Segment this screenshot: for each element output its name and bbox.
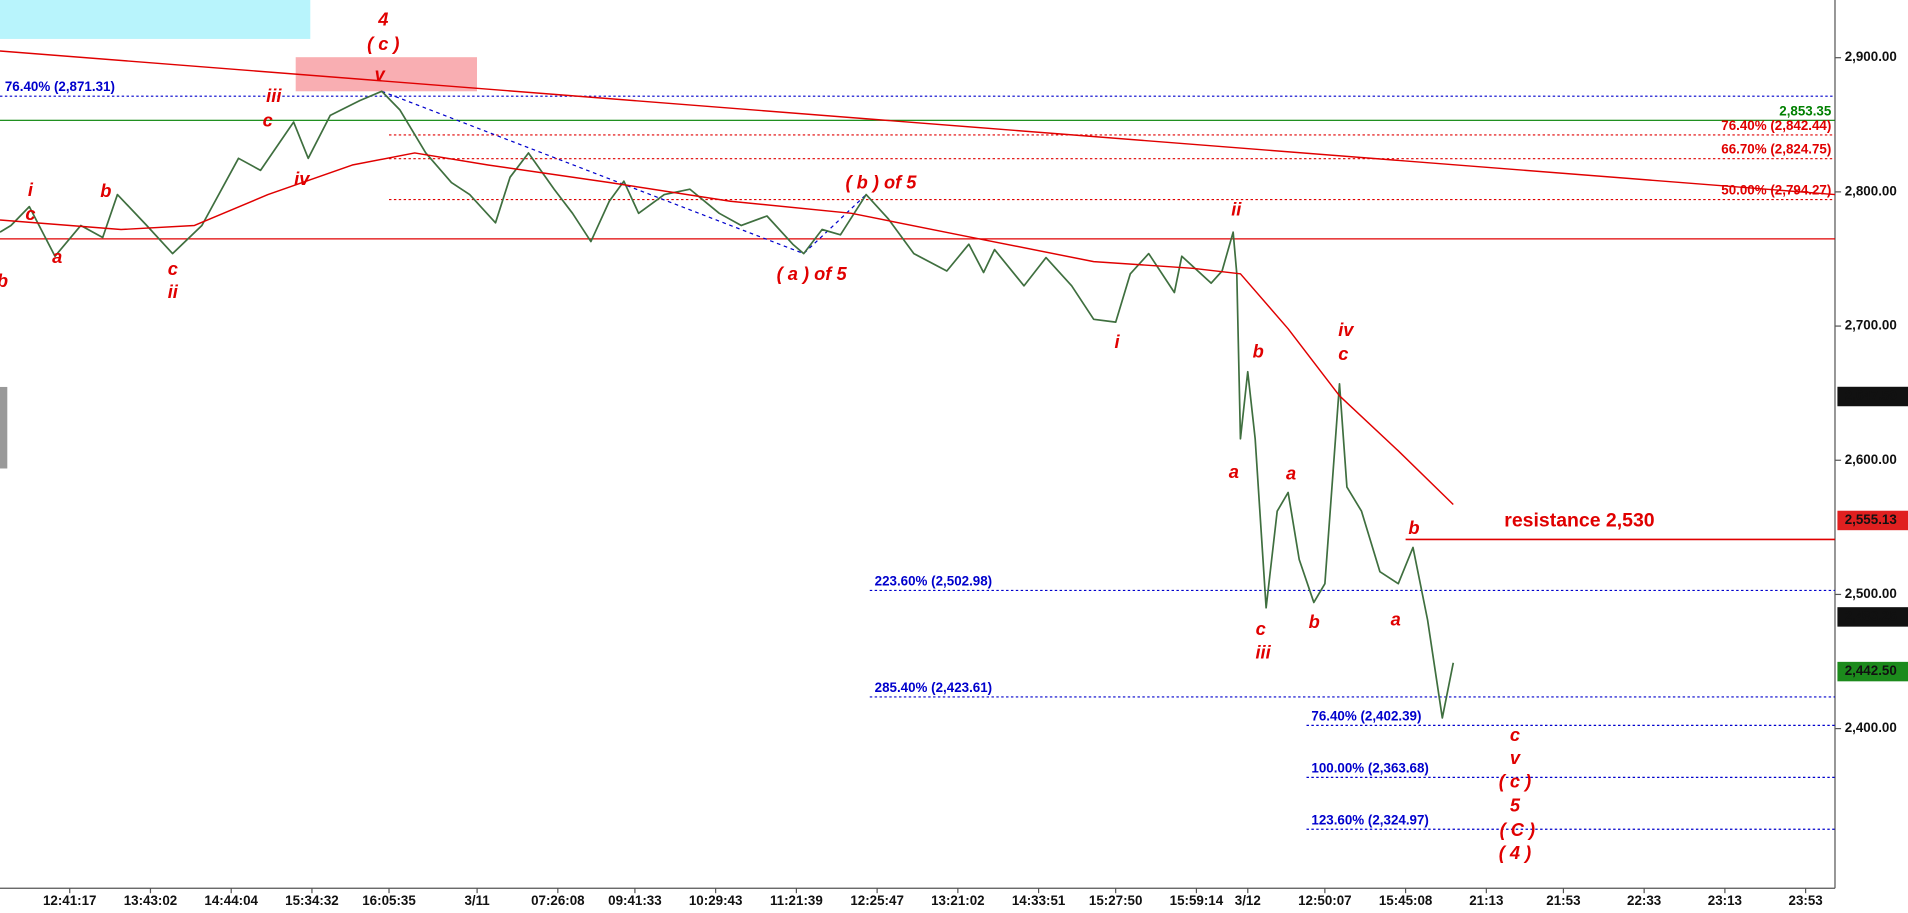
wave-label: c [1256, 618, 1266, 639]
wave-label: b [100, 180, 111, 201]
x-tick-label: 3/11 [464, 893, 490, 908]
wave-label: iii [266, 85, 282, 106]
x-tick-label: 15:34:32 [285, 893, 339, 908]
level-label: 76.40% (2,402.39) [1311, 708, 1421, 723]
wave-label: ( c ) [367, 33, 399, 54]
y-tick-label: 2,500.00 [1845, 586, 1897, 601]
x-tick-label: 07:26:08 [531, 893, 585, 908]
resistance-label: resistance 2,530 [1504, 509, 1655, 531]
level-label: 285.40% (2,423.61) [875, 680, 992, 695]
price-line [0, 90, 1455, 719]
wave-label: c [1338, 343, 1348, 364]
wave-label: ( 4 ) [1499, 842, 1531, 863]
level-label: 76.40% (2,871.31) [5, 79, 115, 94]
x-tick-label: 12:25:47 [850, 893, 904, 908]
x-tick-label: 21:13 [1469, 893, 1503, 908]
level-label: 123.60% (2,324.97) [1311, 812, 1429, 827]
x-tick-label: 23:13 [1708, 893, 1742, 908]
wave-label: c [168, 258, 178, 279]
side-tab[interactable] [0, 386, 8, 469]
level-label: 223.60% (2,502.98) [875, 573, 992, 588]
swing-line [381, 90, 867, 255]
wave-label: a [1286, 462, 1296, 483]
wave-label: a [1391, 608, 1401, 629]
x-tick-label: 15:45:08 [1379, 893, 1433, 908]
price-tag-label: 2,647.50 [1845, 388, 1897, 403]
wave-label: 5 [1510, 795, 1521, 816]
wave-label: c [25, 203, 35, 224]
wave-label: ( c ) [1499, 770, 1531, 791]
price-tag-label: 2,483.25 [1845, 608, 1898, 623]
wave-label: a [1229, 461, 1239, 482]
x-tick-label: 14:44:04 [204, 893, 258, 908]
level-label: 100.00% (2,363.68) [1311, 760, 1429, 775]
x-tick-label: 15:59:14 [1170, 893, 1224, 908]
wave-label: b [0, 270, 8, 291]
x-tick-label: 09:41:33 [608, 893, 662, 908]
level-label: 2,853.35 [1779, 103, 1832, 118]
y-tick-label: 2,800.00 [1845, 183, 1897, 198]
moving-average [0, 152, 1454, 506]
level-label: 66.70% (2,824.75) [1721, 142, 1831, 157]
y-tick-label: 2,700.00 [1845, 318, 1897, 333]
price-tag-label: 2,555.13 [1845, 512, 1897, 527]
level-label: 76.40% (2,842.44) [1721, 118, 1831, 133]
x-tick-label: 15:27:50 [1089, 893, 1143, 908]
x-tick-label: 21:53 [1546, 893, 1580, 908]
x-tick-label: 22:33 [1627, 893, 1661, 908]
x-tick-label: 16:05:35 [362, 893, 416, 908]
price-tag [1837, 386, 1908, 407]
y-tick-label: 2,600.00 [1845, 452, 1897, 467]
price-tag [1837, 607, 1908, 627]
x-tick-label: 23:53 [1789, 893, 1823, 908]
x-tick-label: 3/12 [1235, 893, 1261, 908]
wave-label: i [28, 179, 34, 200]
x-tick-label: 14:33:51 [1012, 893, 1066, 908]
price-tag-label: 2,442.50 [1845, 663, 1897, 678]
trendline [0, 50, 1836, 196]
x-tick-label: 12:41:17 [43, 893, 97, 908]
wave-label: ( C ) [1500, 819, 1535, 840]
y-tick-label: 2,900.00 [1845, 49, 1897, 64]
x-tick-label: 10:29:43 [689, 893, 743, 908]
x-tick-label: 12:50:07 [1298, 893, 1352, 908]
wave-label: ( a ) of 5 [777, 263, 848, 284]
wave-label: 4 [377, 9, 388, 30]
wave-label: a [52, 246, 62, 267]
wave-label: ( b ) of 5 [846, 172, 918, 193]
wave-label: c [263, 110, 273, 131]
wave-label: c [1510, 724, 1520, 745]
x-tick-label: 13:43:02 [124, 893, 178, 908]
wave-label: ii [1231, 198, 1242, 219]
wave-label: b [1253, 341, 1264, 362]
wave-label: v [1510, 747, 1521, 768]
plot-area [0, 95, 1835, 830]
wave-label: iii [1255, 641, 1271, 662]
wave-label: iv [294, 168, 310, 189]
price-tag [1837, 661, 1908, 682]
wave-label: i [1115, 331, 1121, 352]
wave-label: b [1309, 611, 1320, 632]
x-tick-label: 13:21:02 [931, 893, 985, 908]
price-tag [1837, 510, 1908, 531]
info-box [0, 0, 311, 39]
wave-label: b [1408, 517, 1419, 538]
wave-label: iv [1338, 319, 1354, 340]
wave-label: v [375, 63, 386, 84]
wave-label: ii [168, 281, 179, 302]
x-tick-label: 11:21:39 [770, 893, 823, 908]
y-tick-label: 2,400.00 [1845, 720, 1897, 735]
